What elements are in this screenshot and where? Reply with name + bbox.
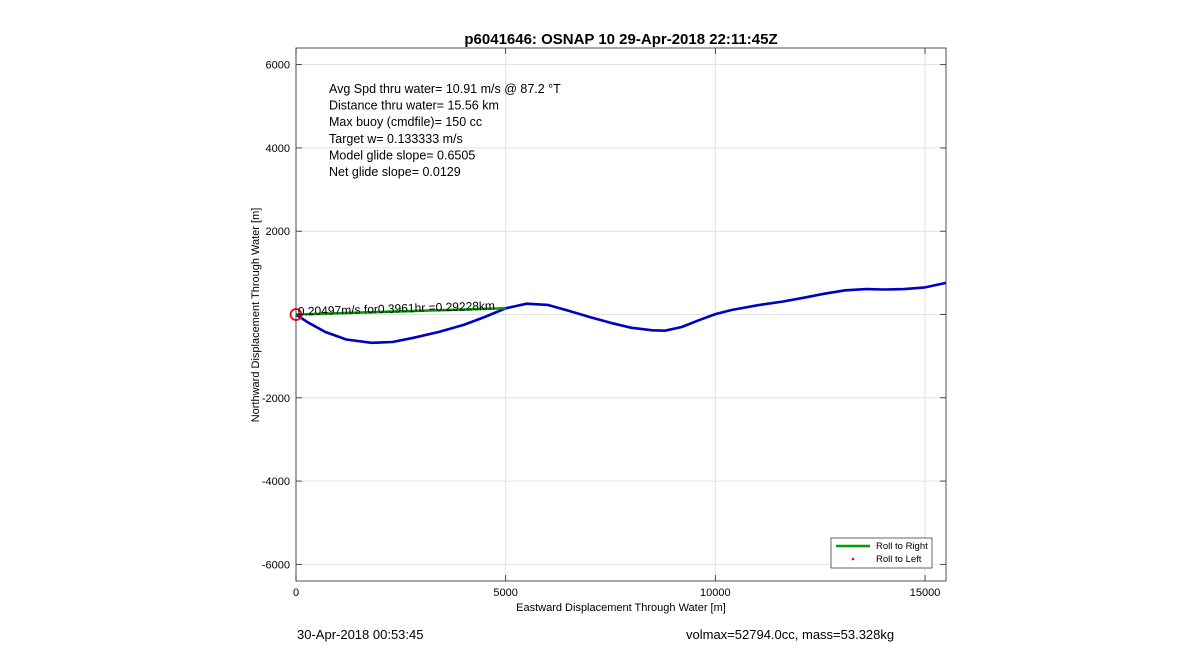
y-tick-label: 6000 — [266, 60, 290, 72]
annotation-line: Avg Spd thru water= 10.91 m/s @ 87.2 °T — [329, 82, 561, 96]
track-line — [295, 281, 947, 345]
legend-roll-right-label: Roll to Right — [876, 541, 928, 552]
annotation-block: Avg Spd thru water= 10.91 m/s @ 87.2 °T D… — [329, 82, 561, 179]
chart-title: p6041646: OSNAP 10 29-Apr-2018 22:11:45Z — [464, 31, 777, 48]
x-tick-label: 5000 — [493, 587, 517, 599]
x-tick-label: 10000 — [700, 587, 731, 599]
legend: Roll to Right Roll to Left — [830, 537, 933, 569]
y-tick-label: 4000 — [266, 143, 290, 155]
annotation-line: Max buoy (cmdfile)= 150 cc — [329, 115, 482, 129]
y-tick-label: -2000 — [262, 393, 290, 405]
x-axis-label: Eastward Displacement Through Water [m] — [516, 602, 726, 614]
y-tick-label: -4000 — [262, 476, 290, 488]
x-tick-label: 0 — [293, 587, 299, 599]
x-tick-label: 15000 — [910, 587, 941, 599]
footer-mass-info: volmax=52794.0cc, mass=53.328kg — [686, 627, 895, 642]
legend-roll-left-swatch — [851, 557, 855, 561]
legend-roll-left-label: Roll to Left — [876, 554, 922, 565]
annotation-line: Target w= 0.133333 m/s — [329, 132, 463, 146]
footer-timestamp: 30-Apr-2018 00:53:45 — [297, 627, 424, 642]
legend-box — [830, 537, 933, 569]
segment-label: 0.20497m/s for0.3961hr =0.29228km — [298, 299, 495, 319]
tick-group: 0 5000 10000 15000 -6000 -4000 -2000 2000 4000 60… — [262, 48, 946, 599]
y-tick-label: -6000 — [262, 559, 290, 571]
roll-right-line — [295, 306, 506, 316]
annotation-line: Distance thru water= 15.56 km — [329, 99, 499, 113]
y-axis-label: Northward Displacement Through Water [m] — [250, 208, 262, 423]
grid-lines — [295, 48, 946, 581]
annotation-line: Model glide slope= 0.6505 — [329, 148, 475, 162]
y-tick-label: 2000 — [266, 226, 290, 238]
annotation-line: Net glide slope= 0.0129 — [329, 165, 461, 179]
